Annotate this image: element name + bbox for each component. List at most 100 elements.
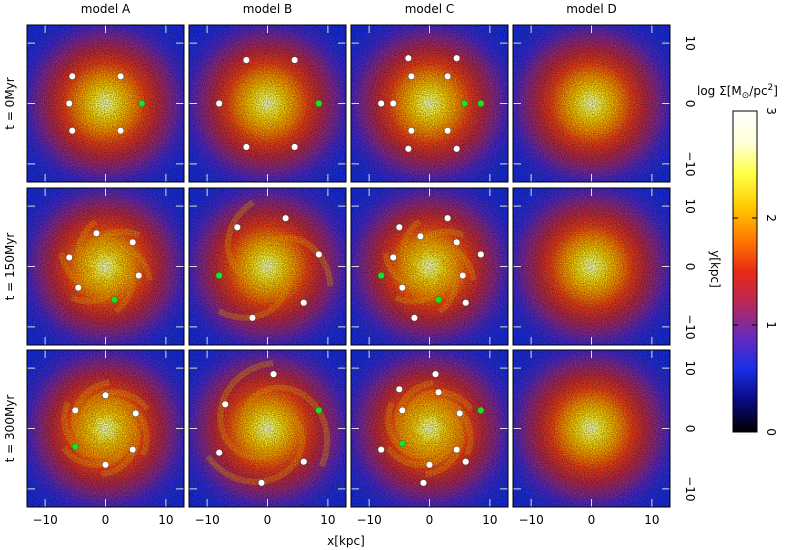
panel-frame (350, 187, 509, 346)
white-marker (462, 299, 470, 307)
column-title: model D (566, 2, 616, 16)
panel-ticks (189, 25, 346, 182)
panel (26, 24, 185, 183)
white-marker (459, 272, 467, 280)
green-marker (377, 272, 385, 280)
x-tick-label: 0 (264, 513, 272, 527)
colorbar-label: log Σ[M⊙/pc2] (697, 83, 778, 101)
white-marker (377, 99, 385, 107)
white-marker (453, 238, 461, 246)
y-tick-label: 10 (683, 35, 697, 50)
panel-frame (512, 349, 671, 508)
white-marker (215, 449, 223, 457)
white-marker (300, 299, 308, 307)
column-title: model A (81, 2, 131, 16)
x-tick-label: 0 (102, 513, 110, 527)
green-marker (215, 272, 223, 280)
green-marker (138, 99, 146, 107)
white-marker (74, 284, 82, 292)
noise-overlay (27, 25, 184, 182)
panel-ticks (351, 25, 508, 182)
white-marker (270, 370, 278, 378)
panel (512, 349, 671, 508)
noise-overlay (189, 25, 346, 182)
white-marker (416, 232, 424, 240)
noise-overlay (513, 188, 670, 345)
white-marker (398, 406, 406, 414)
panel-ticks (27, 350, 184, 507)
colorbar-tick-label: 1 (764, 321, 778, 329)
noise-overlay (351, 350, 508, 507)
white-marker (68, 72, 76, 80)
noise-overlay (27, 350, 184, 507)
colorbar-tick-label: 0 (764, 428, 778, 436)
white-marker (135, 272, 143, 280)
x-tick-label: −10 (518, 513, 543, 527)
white-marker (435, 388, 443, 396)
white-marker (215, 99, 223, 107)
panels (26, 24, 671, 508)
green-marker (315, 99, 323, 107)
white-marker (101, 391, 109, 399)
y-tick-label: 0 (683, 425, 697, 433)
noise-overlay (27, 188, 184, 345)
colorbar-ticks: 0 1 2 3 (733, 107, 778, 436)
white-marker (65, 99, 73, 107)
panel (188, 349, 347, 508)
white-marker (65, 253, 73, 261)
x-tick-label: 0 (426, 513, 434, 527)
x-tick-label: −10 (194, 513, 219, 527)
x-tick-label: 10 (644, 513, 659, 527)
white-marker (242, 143, 250, 151)
white-marker (395, 223, 403, 231)
white-marker (377, 446, 385, 454)
green-marker (435, 296, 443, 304)
white-marker (444, 127, 452, 135)
markers (215, 214, 323, 322)
panel (350, 187, 509, 346)
green-marker (398, 440, 406, 448)
y-tick-label: 10 (683, 198, 697, 213)
panel-ticks (513, 350, 670, 507)
colorbar: log Σ[M⊙/pc2] 0 1 2 3 (697, 83, 778, 436)
white-marker (117, 127, 125, 135)
white-marker (419, 479, 427, 487)
noise-overlay (351, 188, 508, 345)
white-marker (444, 214, 452, 222)
panel-ticks (27, 188, 184, 345)
panel (350, 349, 509, 508)
row-title: t = 0Myr (3, 77, 17, 129)
row-title: t = 150Myr (3, 233, 17, 301)
markers (377, 370, 485, 487)
white-marker (426, 461, 434, 469)
white-marker (407, 127, 415, 135)
markers (215, 370, 323, 487)
x-tick-labels: −10 0 10 −10 0 10 −10 0 10 −10 0 10 (32, 513, 659, 527)
panel-frame (512, 24, 671, 183)
white-marker (389, 99, 397, 107)
panel-frame (188, 187, 347, 346)
white-marker (462, 458, 470, 466)
x-tick-label: −10 (356, 513, 381, 527)
white-marker (291, 143, 299, 151)
panel-frame (512, 187, 671, 346)
white-marker (453, 446, 461, 454)
panel (512, 24, 671, 183)
white-marker (132, 409, 140, 417)
markers (65, 229, 143, 304)
white-marker (477, 250, 485, 258)
white-marker (242, 56, 250, 64)
white-marker (395, 385, 403, 393)
panel-frame (26, 349, 185, 508)
panel (350, 24, 509, 183)
white-marker (291, 56, 299, 64)
markers (71, 391, 140, 469)
panel-ticks (189, 188, 346, 345)
panel-ticks (513, 188, 670, 345)
panel-ticks (513, 25, 670, 182)
white-marker (221, 400, 229, 408)
markers (377, 54, 485, 153)
y-tick-label: 0 (683, 100, 697, 108)
white-marker (410, 314, 418, 322)
white-marker (129, 238, 137, 246)
